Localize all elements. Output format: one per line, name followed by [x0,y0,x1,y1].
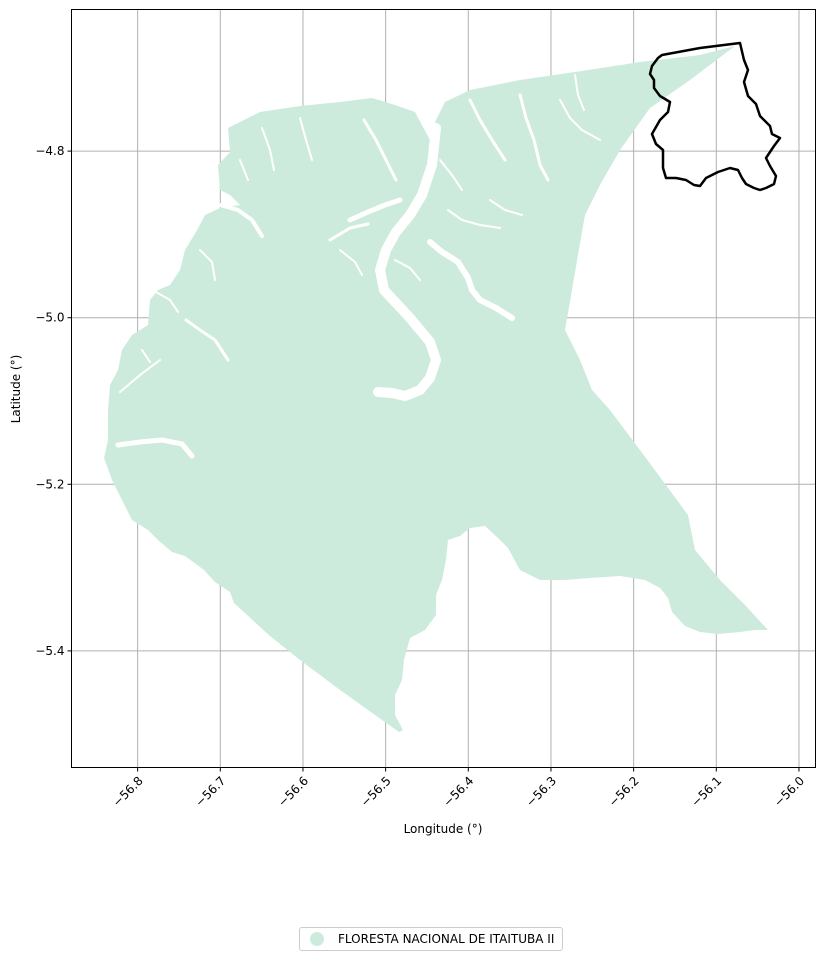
x-tick-label: −56.7 [193,774,229,810]
legend-label: FLORESTA NACIONAL DE ITAITUBA II [338,932,555,946]
y-tick-label: −5.4 [35,644,64,658]
y-tick-label: −5.2 [35,477,64,491]
y-tick-label: −4.8 [35,144,64,158]
x-tick-label: −56.1 [689,774,725,810]
legend: FLORESTA NACIONAL DE ITAITUBA II [299,927,564,951]
inset-locator-outline [648,41,782,192]
y-axis-title: Latitude (°) [9,355,23,424]
floresta-area-polygon [104,46,768,732]
x-axis-ticks: −56.8 −56.7 −56.6 −56.5 −56.4 −56.3 −56.2 −56.1… [110,767,807,810]
plot-frame [71,9,816,768]
x-tick-label: −56.5 [358,774,394,810]
x-tick-label: −56.4 [441,774,477,810]
x-tick-label: −56.8 [110,774,146,810]
y-tick-label: −5.0 [35,311,64,325]
x-tick-label: −56.0 [771,774,807,810]
river-channels [115,74,601,459]
x-tick-label: −56.3 [523,774,559,810]
legend-circle-marker [310,932,324,946]
x-axis-title: Longitude (°) [404,822,483,836]
y-axis-ticks: −4.8 −5.0 −5.2 −5.4 [35,144,72,658]
x-tick-label: −56.6 [275,774,311,810]
x-tick-label: −56.2 [606,774,642,810]
